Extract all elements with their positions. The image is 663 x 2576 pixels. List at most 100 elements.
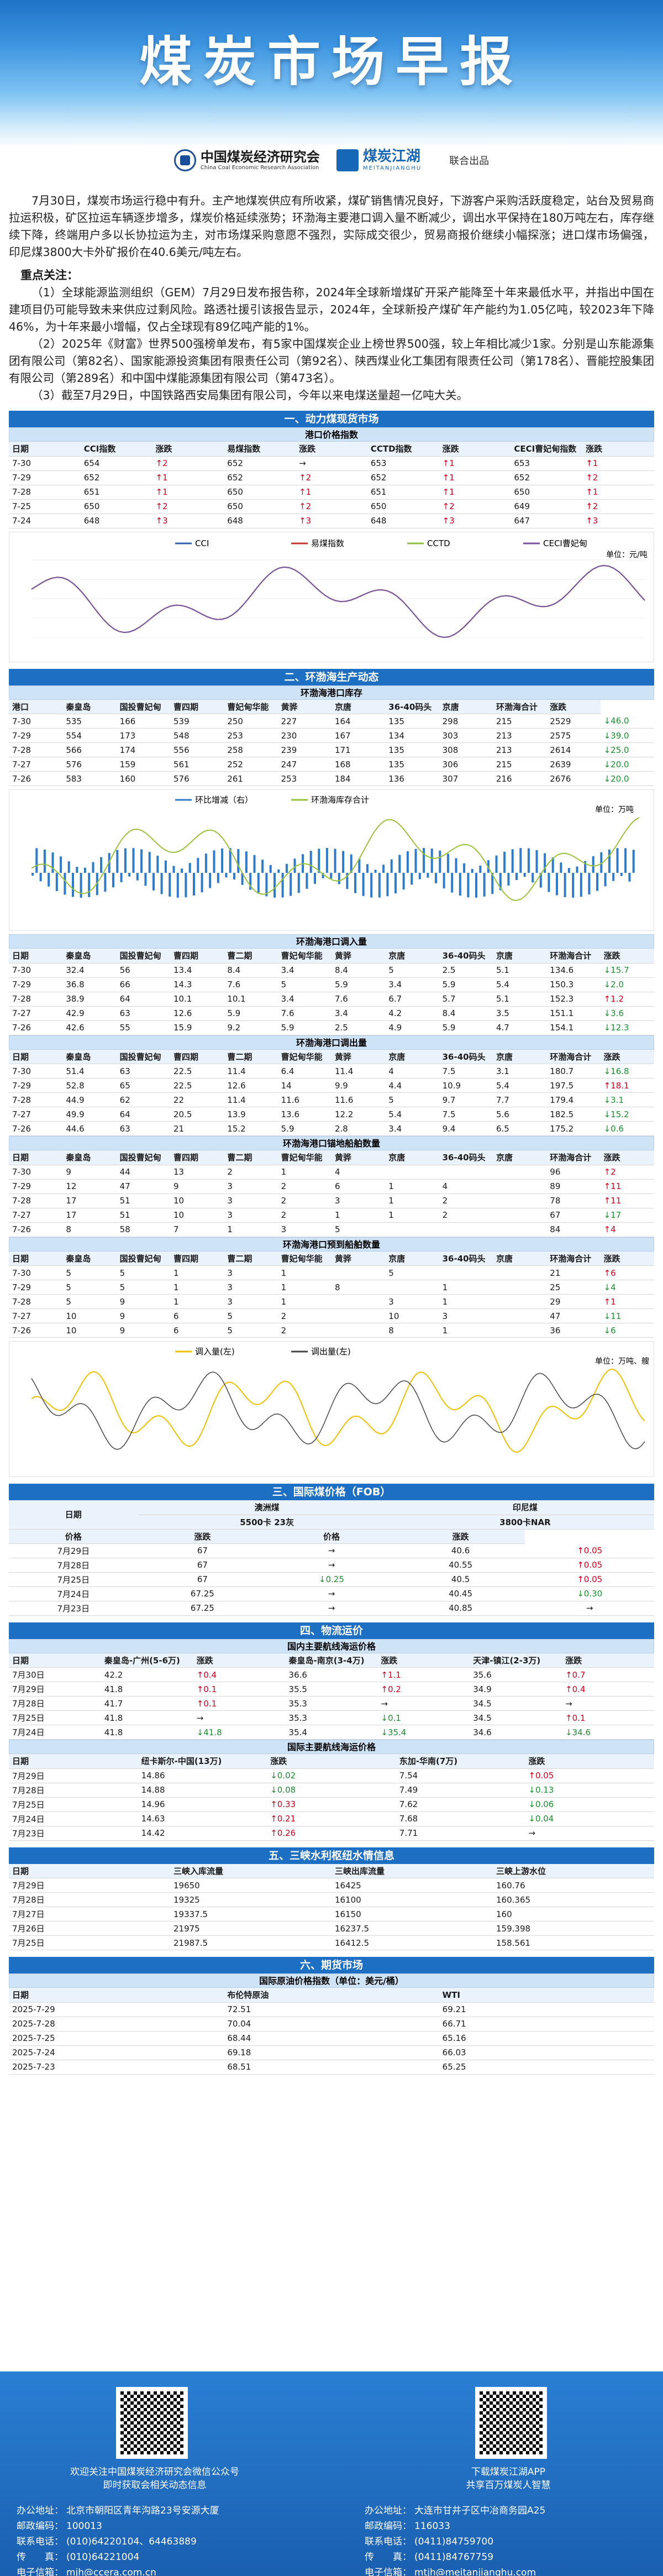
table-cell: 649 xyxy=(511,499,583,514)
table-cell: 13 xyxy=(170,1165,224,1180)
table-cell: ↓3.6 xyxy=(600,1006,654,1021)
table-row: 7-28 44.9 62 22 11.4 11.6 11.6 5 9.7 7.7 179.4 ↓3.1 xyxy=(9,1092,654,1107)
column-header: 日期 xyxy=(9,1653,101,1668)
bar-mark xyxy=(600,852,603,873)
table-row: 7月25日 41.8 → 35.3 ↓0.1 34.5 ↑0.1 xyxy=(9,1710,654,1725)
bar-mark xyxy=(507,873,510,886)
table-cell: 40.5 xyxy=(396,1572,525,1587)
contact-line: 办公地址： 大连市甘井子区中冶商务园A25 xyxy=(365,2503,663,2519)
table-cell: 252 xyxy=(224,757,278,772)
table-cell: 3 xyxy=(331,1193,386,1208)
table-cell: 2 xyxy=(224,1165,278,1180)
table-cell: 308 xyxy=(439,742,493,757)
table-cell: 49.9 xyxy=(62,1107,117,1122)
flow-chart-svg: 调入量(左) 调出量(左) 单位：万吨、艘 xyxy=(31,1347,649,1453)
table-cell: 2 xyxy=(277,1323,332,1338)
table-cell: 6.7 xyxy=(385,992,439,1007)
table-row: 7-29 554 173 548 253 230 167 134 303 213 2575 ↓39.0 xyxy=(9,728,654,743)
table-cell: 12.6 xyxy=(224,1078,278,1093)
column-header: 曹二期 xyxy=(224,1150,278,1165)
table-cell: 7月29日 xyxy=(9,1878,170,1893)
inventory-table: 港口 秦皇岛 国投曹妃甸 曹四期 曹妃甸华能 黄骅 京唐 36-40码头 京唐 环渤海合计 涨跌 7-… xyxy=(9,699,654,786)
table-cell: 51.4 xyxy=(62,1064,117,1078)
bar-mark xyxy=(580,873,582,897)
table-cell: 10.1 xyxy=(170,992,224,1007)
table-cell: 7.68 xyxy=(396,1811,525,1826)
table-cell: 13.6 xyxy=(277,1107,332,1122)
table-cell: ↓20.0 xyxy=(600,771,654,786)
table-row: 2025-7-23 68.51 65.25 xyxy=(9,2060,654,2075)
table-cell: 67 xyxy=(138,1572,267,1587)
table-cell: 5.9 xyxy=(439,977,493,992)
table-cell: 180.7 xyxy=(546,1064,601,1078)
column-header: 涨跌 xyxy=(582,442,654,457)
spec-indonesia: 3800卡NAR xyxy=(396,1515,654,1530)
section-bohai: 二、环渤海生产动态 环渤海港口库存 港口 秦皇岛 国投曹妃甸 曹四期 曹妃甸华能 黄骅 京唐… xyxy=(9,668,654,1477)
table-cell: 35.3 xyxy=(285,1710,378,1725)
table-cell: 6 xyxy=(170,1323,224,1338)
table-cell: 70.04 xyxy=(224,2017,439,2032)
focus-item-2: （2）2025年《财富》世界500强榜单发布，有5家中国煤炭企业上榜世界500强… xyxy=(9,337,654,385)
contact-line: 邮政编码： 116033 xyxy=(365,2519,663,2534)
table-cell: ↑3 xyxy=(296,514,367,528)
table-cell: 6 xyxy=(170,1308,224,1323)
bar-mark xyxy=(572,873,575,898)
legend-entry: 环比增减（右） xyxy=(195,795,253,805)
table-cell: 7月24日 xyxy=(9,1587,138,1601)
table-cell: → xyxy=(267,1558,396,1573)
table-cell: 42.9 xyxy=(62,1006,117,1021)
table-cell xyxy=(492,1280,547,1295)
bar-mark xyxy=(35,848,38,873)
table-cell: 7月29日 xyxy=(9,1543,138,1558)
table-cell: 34.5 xyxy=(470,1710,562,1725)
table-cell: 215 xyxy=(492,714,547,729)
table-cell: 160 xyxy=(116,771,170,786)
table-cell: ↓0.25 xyxy=(267,1572,396,1587)
table-row: 7-28 5 9 1 3 1 3 1 29 ↑1 xyxy=(9,1294,654,1309)
table-cell: ↑0.7 xyxy=(562,1667,654,1682)
table-cell: 36.6 xyxy=(285,1667,378,1682)
table-cell: 17 xyxy=(62,1193,117,1208)
table-cell: ↓17 xyxy=(600,1208,654,1223)
table-cell: 184 xyxy=(331,771,386,786)
table-cell: 5 xyxy=(385,1265,439,1280)
table-cell: 35.3 xyxy=(285,1696,378,1711)
table-cell: 8.4 xyxy=(331,963,386,978)
contact-line: 电子信箱： mjh@ccera.com.cn xyxy=(17,2565,326,2576)
table-cell: 3.4 xyxy=(277,963,332,978)
table-cell xyxy=(439,1165,493,1180)
bar-mark xyxy=(55,873,58,891)
table-cell: 1 xyxy=(224,1222,278,1237)
bar-mark xyxy=(285,863,288,873)
table-cell: 7-27 xyxy=(9,1208,63,1223)
bar-mark xyxy=(273,873,276,898)
column-header: 布伦特原油 xyxy=(224,1988,439,2003)
table-cell: 230 xyxy=(277,728,332,743)
bar-mark xyxy=(402,873,405,890)
table-cell: 65.16 xyxy=(439,2031,654,2046)
table-cell: 1 xyxy=(277,1294,332,1309)
table-cell xyxy=(492,1222,547,1237)
table-cell: 58 xyxy=(116,1222,170,1237)
table-cell: 40.6 xyxy=(396,1543,525,1558)
table-cell: 159 xyxy=(116,757,170,772)
joint-production: 联合出品 xyxy=(449,155,490,167)
table-cell xyxy=(492,1208,547,1223)
table-cell: ↓0.06 xyxy=(525,1797,654,1812)
table-cell: 7月24日 xyxy=(9,1725,101,1740)
table-cell: 7-28 xyxy=(9,742,63,757)
table-cell xyxy=(492,1179,547,1194)
table-row: 7月25日 14.96 ↑0.33 7.62 ↓0.06 xyxy=(9,1797,654,1812)
table-cell: 41.8 xyxy=(101,1710,193,1725)
bar-mark xyxy=(116,850,119,873)
column-header: 涨跌 xyxy=(377,1653,470,1668)
table-cell: 7.5 xyxy=(439,1064,493,1078)
bar-mark xyxy=(446,854,449,873)
contact-key: 电子信箱： xyxy=(17,2567,64,2576)
bar-mark xyxy=(394,873,397,894)
table-cell: 67.25 xyxy=(138,1587,267,1601)
table-cell: 8 xyxy=(331,1280,386,1295)
bar-mark xyxy=(386,873,389,897)
table-cell: 4 xyxy=(331,1165,386,1180)
table-cell: 1 xyxy=(385,1208,439,1223)
